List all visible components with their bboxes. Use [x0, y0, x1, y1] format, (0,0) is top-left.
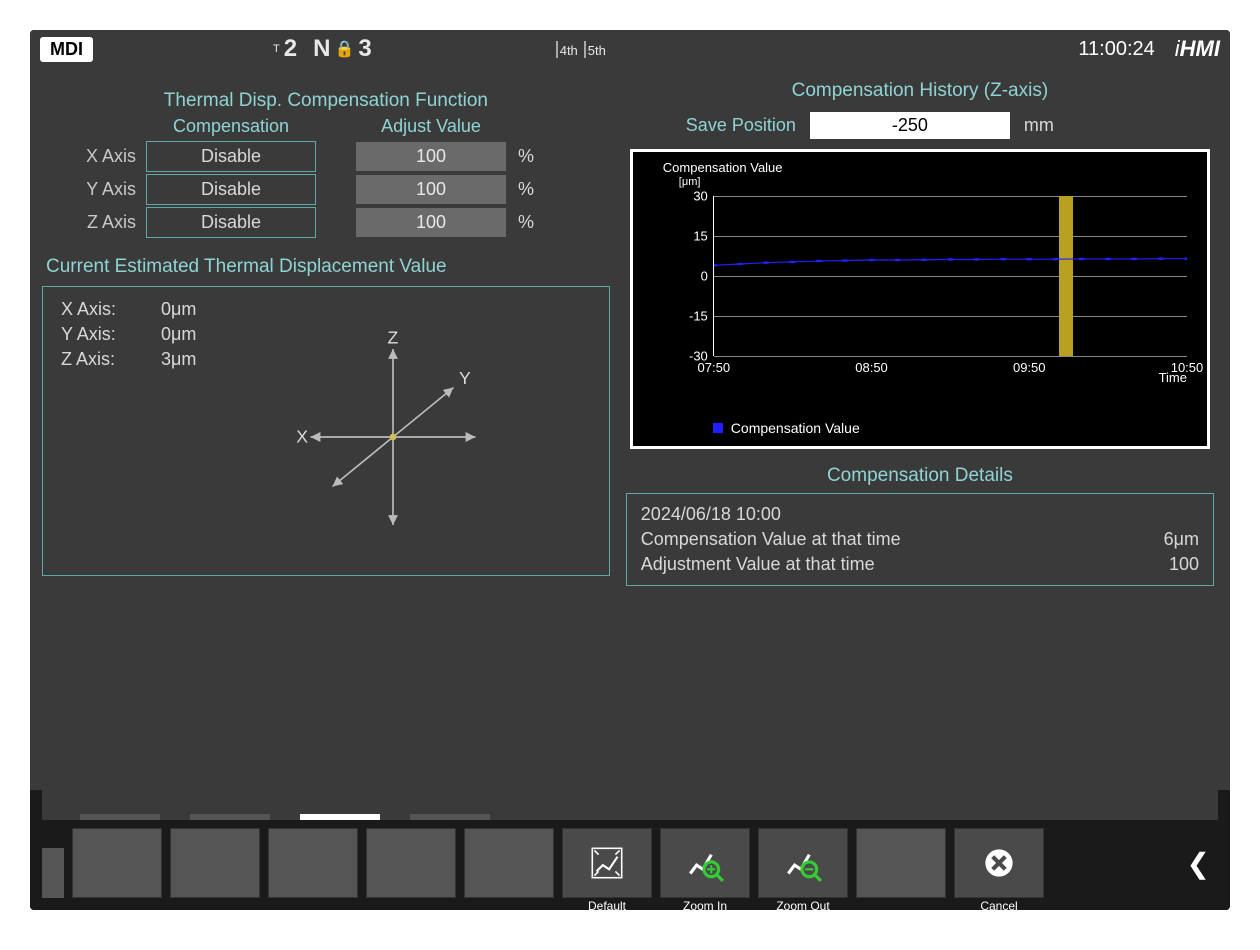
default-display-button[interactable]: Default Display — [562, 828, 652, 898]
tab-1[interactable] — [80, 814, 160, 820]
z-comp-toggle[interactable]: Disable — [146, 207, 316, 238]
svg-text:Z: Z — [388, 328, 399, 348]
topbar-status: T 2 N 🔒 3 4th 5th — [93, 35, 1078, 63]
softkey-5[interactable] — [464, 828, 554, 898]
tab-4[interactable] — [410, 814, 490, 820]
default-display-icon — [586, 842, 628, 884]
tab-2[interactable] — [190, 814, 270, 820]
logo: iHMI — [1175, 36, 1220, 62]
right-column: Compensation History (Z-axis) Save Posit… — [622, 80, 1218, 778]
compensation-details-panel: Compensation Details 2024/06/18 10:00 Co… — [622, 465, 1218, 586]
svg-text:X: X — [296, 427, 308, 447]
zoom-out-button[interactable]: Zoom Out — [758, 828, 848, 898]
softkey-3[interactable] — [268, 828, 358, 898]
side-button-left[interactable] — [42, 848, 64, 898]
tab-3[interactable] — [300, 814, 380, 820]
legend-marker-icon — [713, 423, 723, 433]
zoom-in-button[interactable]: Zoom In — [660, 828, 750, 898]
comp-row-y: Y Axis Disable 100 % — [56, 174, 596, 205]
y-comp-toggle[interactable]: Disable — [146, 174, 316, 205]
current-estimated-panel: Current Estimated Thermal Displacement V… — [42, 256, 610, 778]
x-comp-toggle[interactable]: Disable — [146, 141, 316, 172]
top-bar: MDI T 2 N 🔒 3 4th 5th 11:00:24 iHMI — [30, 30, 1230, 68]
svg-text:Y: Y — [459, 368, 471, 388]
compensation-chart[interactable]: Compensation Value [μm] -30-150153007:50… — [630, 149, 1210, 449]
compensation-history-panel: Compensation History (Z-axis) Save Posit… — [622, 80, 1218, 449]
axis-diagram-icon: Z Y X — [283, 327, 503, 547]
z-adjust-value[interactable]: 100 — [356, 208, 506, 237]
panel-title: Thermal Disp. Compensation Function — [56, 90, 596, 112]
softkey-1[interactable] — [72, 828, 162, 898]
tab-indicators — [80, 814, 490, 820]
save-position-label: Save Position — [686, 115, 796, 136]
comp-row-z: Z Axis Disable 100 % — [56, 207, 596, 238]
compensation-function-panel: Thermal Disp. Compensation Function Comp… — [42, 80, 610, 244]
comp-row-x: X Axis Disable 100 % — [56, 141, 596, 172]
softkey-4[interactable] — [366, 828, 456, 898]
hmi-screen: MDI T 2 N 🔒 3 4th 5th 11:00:24 iHMI Ther… — [30, 30, 1230, 910]
bottom-toolbar: Default Display Zoom In Zoom Out — [30, 820, 1230, 910]
softkey-2[interactable] — [170, 828, 260, 898]
mode-badge: MDI — [40, 37, 93, 62]
y-adjust-value[interactable]: 100 — [356, 175, 506, 204]
ref-indicators: 4th 5th — [556, 41, 608, 58]
cancel-button[interactable]: Cancel — [954, 828, 1044, 898]
softkey-9[interactable] — [856, 828, 946, 898]
x-adjust-value[interactable]: 100 — [356, 142, 506, 171]
save-position-input[interactable]: -250 — [810, 112, 1010, 139]
zoom-in-icon — [684, 842, 726, 884]
lock-icon: 🔒 — [334, 39, 354, 59]
zoom-out-icon — [782, 842, 824, 884]
cancel-icon — [978, 842, 1020, 884]
clock: 11:00:24 — [1078, 38, 1154, 61]
chevron-left-icon[interactable]: ❮ — [1179, 847, 1218, 880]
main-content: Thermal Disp. Compensation Function Comp… — [30, 68, 1230, 790]
chart-legend: Compensation Value — [713, 420, 860, 436]
